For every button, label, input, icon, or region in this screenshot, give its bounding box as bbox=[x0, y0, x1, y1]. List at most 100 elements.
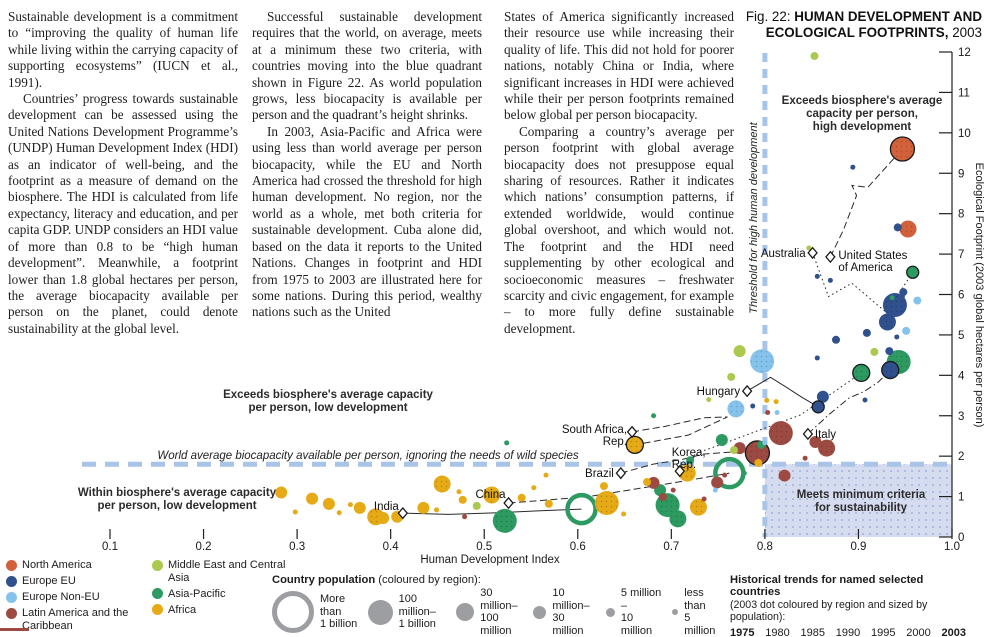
quadrant-label-meets-criteria: for sustainability bbox=[815, 502, 908, 514]
population-legend-label: 10 million– 30 million bbox=[552, 587, 590, 637]
population-legend-item: 5 million –10 million bbox=[605, 587, 663, 637]
country-bubble bbox=[730, 446, 739, 455]
country-label: South Africa, bbox=[562, 424, 627, 436]
country-bubble bbox=[504, 440, 510, 446]
country-bubble bbox=[827, 277, 833, 283]
country-bubble bbox=[722, 472, 728, 478]
country-label: Italy bbox=[815, 429, 836, 441]
country-bubble-texture bbox=[900, 221, 916, 237]
region-color-dot-icon bbox=[6, 575, 17, 587]
trend-start-diamond-icon bbox=[741, 384, 753, 398]
country-bubble bbox=[599, 482, 608, 491]
population-size-circle-icon bbox=[456, 603, 475, 621]
trend-start-diamond-icon bbox=[503, 496, 514, 510]
trend-start-diamond-icon bbox=[626, 425, 638, 439]
country-bubble bbox=[670, 487, 676, 493]
country-bubble bbox=[870, 347, 879, 356]
region-legend-column: Middle East and Central Asia Asia-Pacific… bbox=[152, 559, 290, 632]
y-tick-label: 11 bbox=[958, 87, 970, 99]
region-color-dot-icon bbox=[152, 588, 163, 599]
country-bubble bbox=[347, 502, 353, 508]
historical-year-label: 1990 bbox=[835, 627, 861, 637]
figure-year: 2003 bbox=[952, 24, 982, 40]
region-legend-column: North America Europe EU Europe Non-EU Latin… bbox=[6, 559, 144, 632]
population-legend-items: More than 1 billion 100 million– 1 billion 3… bbox=[272, 587, 722, 637]
country-bubble bbox=[531, 485, 537, 491]
quadrant-label-within-biocapacity: Within biosphere's average capacity bbox=[78, 487, 277, 499]
historical-legend: Historical trends for named selected cou… bbox=[730, 574, 970, 637]
country-bubble bbox=[647, 476, 660, 489]
country-label: Australia bbox=[761, 248, 806, 260]
y-tick-label: 1 bbox=[958, 492, 964, 504]
country-bubble bbox=[806, 245, 812, 251]
trend-line bbox=[508, 472, 730, 504]
figure-number: Fig. 22: bbox=[745, 9, 791, 24]
population-legend-item: 100 million– 1 billion bbox=[367, 593, 448, 631]
quadrant-label-high-development: high development bbox=[813, 121, 912, 133]
country-bubble bbox=[417, 501, 430, 514]
country-bubble bbox=[862, 397, 868, 403]
country-bubble bbox=[899, 288, 908, 297]
population-size-circle-icon bbox=[533, 605, 547, 619]
region-color-dot-icon bbox=[6, 591, 17, 603]
country-bubble bbox=[913, 296, 922, 305]
paragraph: Comparing a country’s average per person… bbox=[504, 123, 734, 336]
population-size-circle-icon bbox=[672, 609, 679, 615]
country-bubble bbox=[621, 511, 627, 517]
region-legend-item: Europe Non-EU bbox=[6, 591, 144, 604]
country-bubble bbox=[651, 413, 657, 419]
region-legend-item: Latin America and the Caribbean bbox=[6, 607, 144, 632]
country-bubble bbox=[322, 497, 335, 510]
historical-years: 1975 1980 1985 1990 1995 2000 2003 bbox=[730, 627, 966, 637]
country-bubble bbox=[811, 400, 825, 414]
x-tick-label: 0.8 bbox=[757, 541, 773, 553]
country-bubble bbox=[831, 335, 840, 344]
trend-start-diamond-icon bbox=[825, 250, 836, 264]
country-bubble bbox=[543, 472, 549, 478]
country-bubble bbox=[711, 476, 724, 489]
country-bubble bbox=[809, 436, 822, 449]
y-tick-label: 5 bbox=[958, 330, 964, 342]
country-bubble bbox=[774, 410, 780, 416]
country-label: Brazil bbox=[585, 468, 614, 480]
paragraph: Countries’ progress towards sustainable … bbox=[8, 91, 238, 336]
country-label: China bbox=[475, 489, 506, 501]
country-bubble bbox=[765, 410, 771, 416]
country-bubble bbox=[544, 499, 553, 508]
country-bubble bbox=[712, 487, 718, 493]
biocapacity-line-label: World average biocapacity available per … bbox=[157, 450, 579, 462]
y-tick-label: 0 bbox=[958, 532, 964, 544]
population-size-circle-icon bbox=[605, 607, 615, 617]
country-bubble bbox=[353, 501, 366, 514]
paragraph: In 2003, Asia-Pacific and Africa were us… bbox=[252, 123, 482, 320]
y-axis-title: Ecological Footprint (2003 global hectar… bbox=[973, 163, 985, 428]
region-legend-label: Middle East and Central Asia bbox=[168, 559, 286, 584]
region-legend-item: North America bbox=[6, 559, 144, 572]
y-tick-label: 9 bbox=[958, 168, 964, 180]
x-tick-label: 1.0 bbox=[944, 541, 960, 553]
y-tick-label: 7 bbox=[958, 249, 964, 261]
population-legend-label: 30 million– 100 million bbox=[480, 587, 518, 637]
region-legend-label: Africa bbox=[168, 603, 197, 616]
population-legend-title-bold: Country population bbox=[272, 574, 376, 586]
country-bubble-texture bbox=[879, 314, 895, 330]
x-tick-label: 0.1 bbox=[102, 541, 118, 553]
historical-year-label: 1980 bbox=[765, 627, 790, 637]
threshold-line-label: Threshold for high human development bbox=[748, 121, 760, 313]
country-bubble bbox=[434, 507, 440, 513]
region-legend-item: Middle East and Central Asia bbox=[152, 559, 290, 584]
country-bubble bbox=[778, 469, 791, 482]
region-color-dot-icon bbox=[6, 559, 17, 571]
x-tick-label: 0.4 bbox=[383, 541, 400, 553]
historical-legend-title: Historical trends for named selected cou… bbox=[730, 574, 924, 598]
country-bubble bbox=[643, 478, 652, 487]
figure-title-text1: HUMAN DEVELOPMENT AND bbox=[794, 9, 982, 24]
country-bubble bbox=[377, 512, 390, 525]
trend-line bbox=[746, 376, 819, 408]
country-bubble bbox=[893, 223, 902, 232]
figure-title-line1: Fig. 22: HUMAN DEVELOPMENT AND bbox=[712, 9, 982, 25]
paragraph: Sustainable development is a commitment … bbox=[8, 9, 238, 90]
country-bubble-texture bbox=[690, 499, 706, 515]
country-bubble bbox=[462, 514, 468, 520]
